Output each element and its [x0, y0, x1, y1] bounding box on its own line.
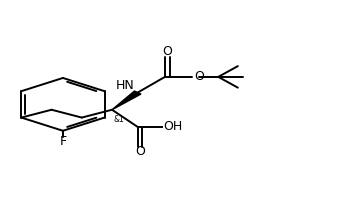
Text: HN: HN	[115, 79, 134, 92]
Text: O: O	[195, 70, 204, 83]
Polygon shape	[112, 91, 141, 110]
Text: OH: OH	[164, 120, 183, 133]
Text: O: O	[162, 45, 172, 58]
Text: O: O	[135, 146, 145, 159]
Text: F: F	[59, 135, 66, 148]
Text: &1: &1	[114, 115, 125, 124]
